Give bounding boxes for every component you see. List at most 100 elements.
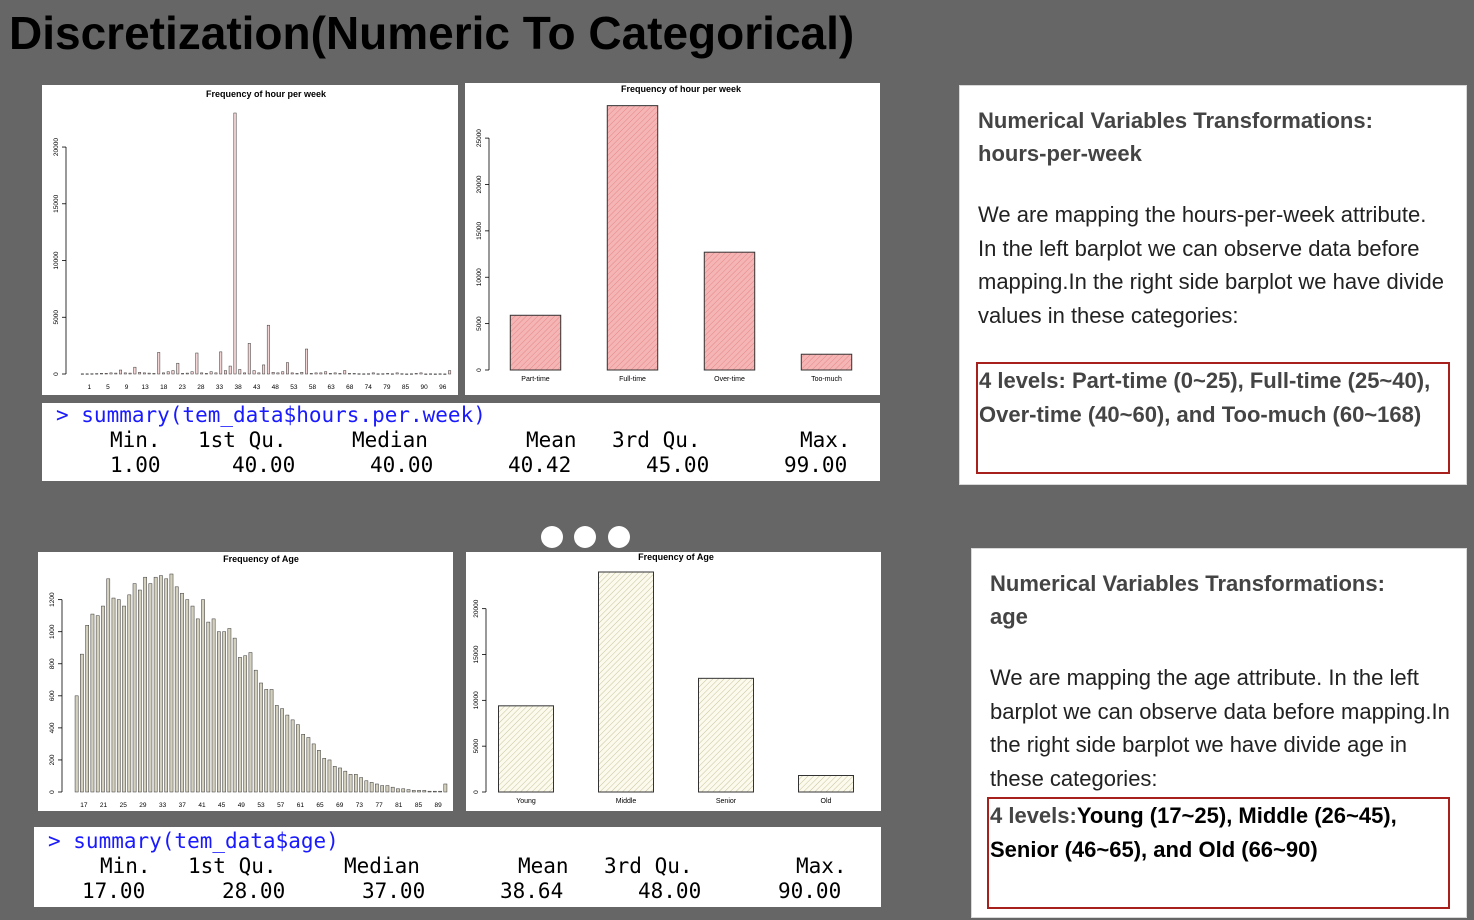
- histogram-bar: [259, 682, 263, 793]
- chart-title: Frequency of hour per week: [206, 89, 327, 99]
- histogram-bar: [143, 576, 147, 793]
- x-tick-label: 69: [336, 802, 344, 809]
- histogram-bar: [424, 373, 428, 375]
- x-tick-label: 81: [395, 802, 403, 809]
- x-tick-label: 43: [253, 384, 261, 391]
- hours-summary-value-min: 1.00: [110, 453, 161, 477]
- histogram-bar: [271, 372, 275, 375]
- x-tick-label: 25: [120, 802, 128, 809]
- x-tick-label: 23: [179, 384, 187, 391]
- chart-title: Frequency of Age: [223, 554, 299, 564]
- x-tick-label: 53: [257, 802, 265, 809]
- x-tick-label: 63: [327, 384, 335, 391]
- histogram-bar: [390, 373, 394, 375]
- y-tick-label: 20000: [473, 599, 480, 617]
- age-info-heading: Numerical Variables Transformations: age: [990, 567, 1460, 633]
- histogram-bar: [280, 708, 284, 793]
- histogram-bar: [290, 372, 294, 375]
- x-tick-label: 18: [160, 384, 168, 391]
- histogram-bar: [106, 578, 111, 793]
- x-tick-label: Young: [516, 798, 536, 805]
- histogram-bar: [338, 373, 342, 375]
- hours-info-heading: Numerical Variables Transformations: hou…: [978, 104, 1458, 170]
- histogram-bar: [410, 373, 413, 375]
- x-tick-label: 65: [316, 802, 324, 809]
- histogram-bar: [252, 370, 256, 375]
- x-tick-label: 17: [80, 802, 88, 809]
- histogram-bar: [286, 362, 289, 375]
- ellipsis-dot: [541, 526, 563, 548]
- age-summary-header-max: Max.: [796, 854, 847, 878]
- hours-histogram-panel: Frequency of hour per week 0 5000 10000 1500…: [42, 85, 458, 395]
- x-tick-label: Part-time: [521, 376, 550, 383]
- x-tick-label: 13: [141, 384, 149, 391]
- histogram-bar: [128, 372, 132, 375]
- x-tick-label: Over-time: [714, 376, 745, 383]
- age-levels-rest: Young (17~25), Middle (26~45), Senior (4…: [990, 803, 1397, 862]
- histogram-bar: [406, 789, 411, 793]
- histogram-bar: [281, 371, 285, 375]
- x-tick-label: 41: [198, 802, 206, 809]
- histogram-bar: [114, 372, 118, 375]
- histogram-bar: [232, 637, 237, 793]
- age-histogram-panel: Frequency of Age 0 200 400 600 800 1000 1200 17 2…: [38, 552, 453, 811]
- page-title: Discretization(Numeric To Categorical): [9, 7, 855, 59]
- hours-summary-header-mean: Mean: [526, 428, 577, 452]
- y-tick-label: 800: [49, 658, 56, 669]
- histogram-bar: [443, 783, 448, 793]
- x-tick-label: 1: [87, 384, 91, 391]
- histogram-bar: [228, 365, 232, 375]
- histogram-bar: [359, 777, 363, 793]
- histogram-bar: [209, 371, 213, 375]
- age-summary-value-q3: 48.00: [638, 879, 702, 903]
- x-tick-label: 85: [415, 802, 423, 809]
- histogram-bar: [95, 615, 100, 793]
- histogram-bar: [95, 373, 99, 375]
- hours-summary-value-median: 40.00: [370, 453, 434, 477]
- histogram-bar: [181, 373, 184, 375]
- histogram-bar: [352, 373, 356, 375]
- histogram-bar: [248, 652, 253, 793]
- histogram-bar: [400, 373, 404, 375]
- histogram-bar: [343, 370, 347, 375]
- hours-summary-value-q3: 45.00: [646, 453, 710, 477]
- histogram-bar: [185, 599, 190, 793]
- histogram-bar: [385, 785, 390, 793]
- hours-info-heading-line1: Numerical Variables Transformations:: [978, 108, 1373, 133]
- x-tick-label: 48: [272, 384, 280, 391]
- histogram-bar: [300, 372, 304, 375]
- hours-summary-value-q1: 40.00: [232, 453, 296, 477]
- histogram-bar: [319, 372, 323, 375]
- x-tick-label: Old: [821, 798, 832, 805]
- histogram-bar: [138, 372, 142, 375]
- histogram-bar: [443, 373, 447, 375]
- histogram-bar: [419, 372, 423, 375]
- histogram-bar: [274, 705, 279, 793]
- histogram-bar: [224, 370, 227, 375]
- age-summary-value-q1: 28.00: [222, 879, 286, 903]
- histogram-bar: [169, 573, 174, 793]
- x-tick-label: 74: [365, 384, 373, 391]
- y-tick-label: 400: [49, 722, 56, 733]
- histogram-bar: [85, 625, 89, 793]
- x-tick-label: 28: [197, 384, 205, 391]
- y-tick-label: 0: [473, 790, 480, 794]
- histogram-bar: [433, 373, 437, 375]
- hours-levels-box: 4 levels: Part-time (0~25), Full-time (2…: [976, 362, 1450, 474]
- age-summary-header-min: Min.: [100, 854, 151, 878]
- age-category-chart: Frequency of Age 0 5000 10000 15000 20000 Youn…: [473, 552, 854, 805]
- histogram-bar: [411, 790, 416, 793]
- x-tick-label: 58: [309, 384, 317, 391]
- y-tick-label: 15000: [473, 645, 480, 663]
- histogram-bar: [386, 373, 390, 375]
- histogram-bar: [222, 631, 226, 793]
- histogram-bar: [185, 372, 189, 375]
- age-summary-value-min: 17.00: [82, 879, 146, 903]
- histogram-bar: [159, 575, 163, 793]
- histogram-bar: [376, 373, 380, 375]
- y-tick-label: 10000: [476, 268, 483, 286]
- hours-summary-command: > summary(tem_data$hours.per.week): [56, 403, 486, 427]
- bar-senior: [698, 677, 754, 793]
- age-summary-value-mean: 38.64: [500, 879, 564, 903]
- histogram-bar: [238, 657, 242, 793]
